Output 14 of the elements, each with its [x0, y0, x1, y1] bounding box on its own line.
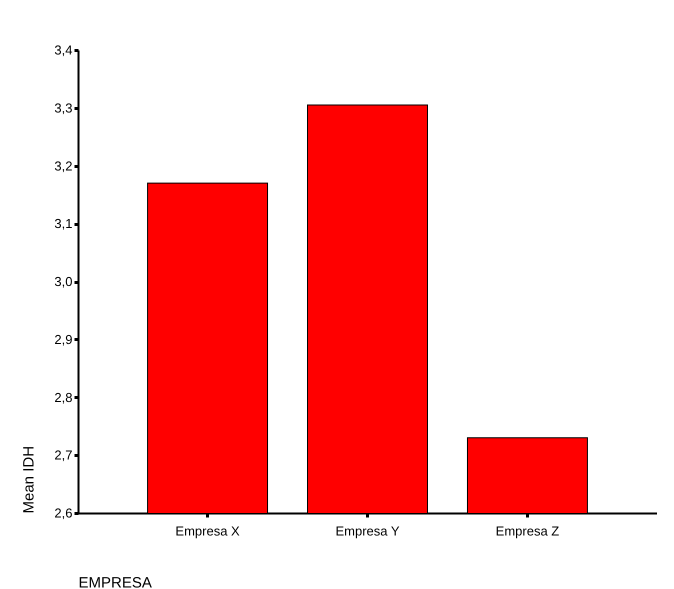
y-tick-label: 3,2 [54, 158, 72, 174]
y-tick-label: 2,9 [54, 332, 72, 347]
y-tick-label: 3,0 [54, 274, 72, 289]
y-tick-label: 3,1 [54, 216, 72, 232]
x-tick-label: Empresa Y [335, 524, 400, 538]
y-tick-label: 2,8 [54, 390, 72, 405]
x-tick-label: Empresa X [175, 524, 240, 538]
y-tick-label: 3,4 [54, 42, 72, 58]
y-tick-label: 2,7 [54, 448, 72, 463]
y-tick-label: 3,3 [54, 100, 72, 116]
y-tick-label: 2,6 [54, 506, 72, 520]
y-axis-title: Mean IDH [20, 446, 38, 514]
x-axis-title: EMPRESA [78, 574, 152, 589]
x-tick-label: Empresa Z [496, 524, 560, 538]
